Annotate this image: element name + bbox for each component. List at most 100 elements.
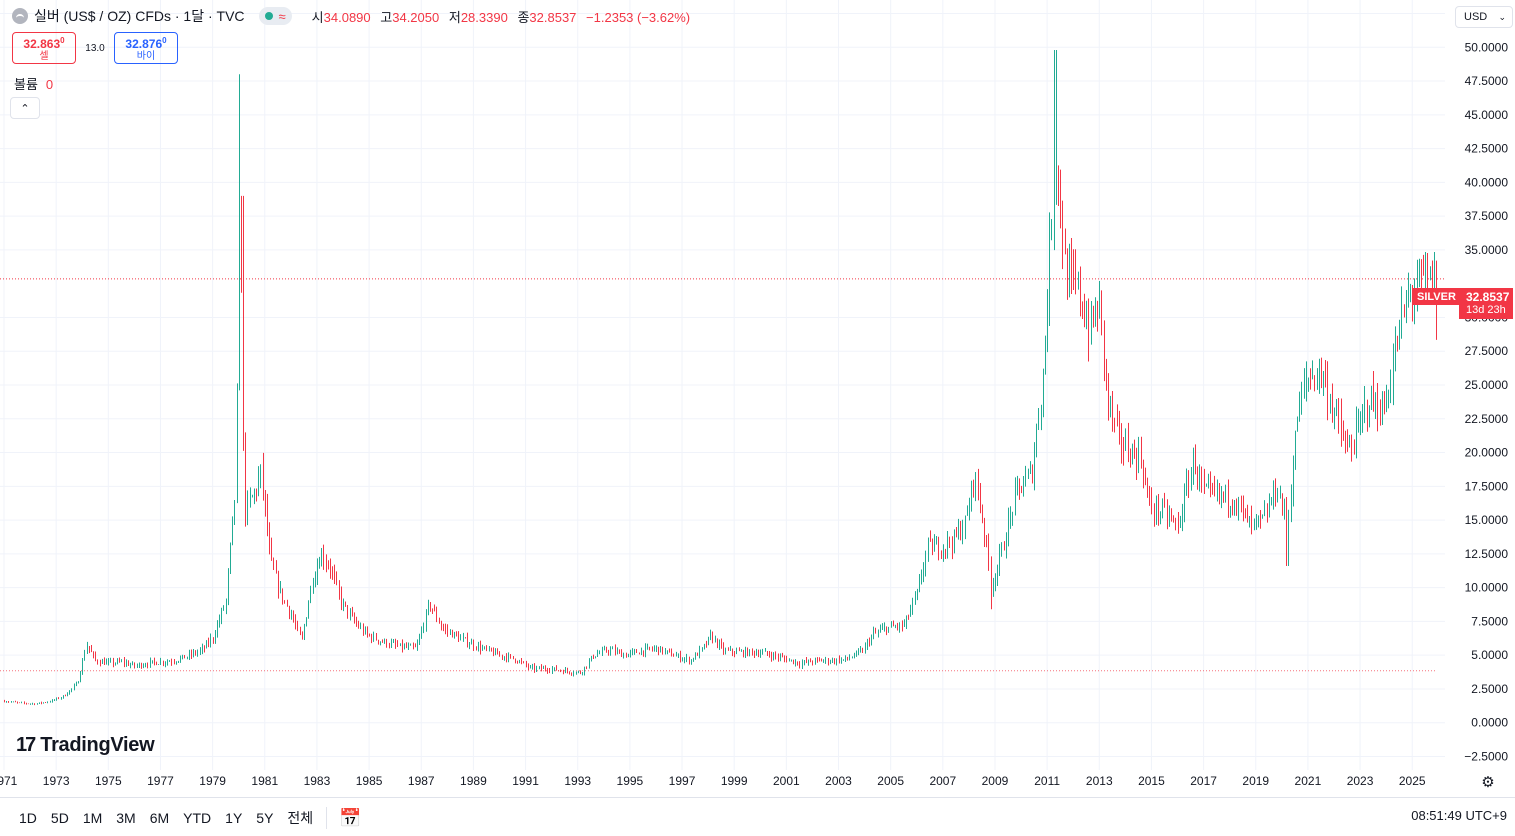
time-tick-label: 1987: [408, 774, 435, 788]
range-6m[interactable]: 6M: [149, 810, 170, 826]
range-1m[interactable]: 1M: [82, 810, 103, 826]
time-tick-label: 1977: [147, 774, 174, 788]
range-1y[interactable]: 1Y: [225, 810, 243, 826]
current-price-value: 32.8537: [1466, 290, 1510, 304]
buy-label: 바이: [136, 50, 156, 62]
price-tick-label: −2.5000: [1464, 749, 1508, 763]
time-tick-label: 2011: [1034, 774, 1060, 788]
sell-button[interactable]: 32.8630 셀: [12, 32, 76, 64]
volume-legend[interactable]: 볼륨 0: [14, 74, 53, 93]
time-tick-label: 1973: [43, 774, 70, 788]
time-tick-label: 2001: [773, 774, 800, 788]
time-tick-label: 1995: [617, 774, 644, 788]
time-tick-label: 1985: [356, 774, 383, 788]
price-tick-label: 10.0000: [1465, 581, 1509, 595]
chevron-down-icon: ⌄: [1498, 11, 1506, 22]
toolbar-divider: [326, 807, 328, 829]
bar-countdown: 13d 23h: [1466, 304, 1506, 316]
sell-label: 셀: [39, 50, 49, 62]
current-price-badge: 32.8537 13d 23h: [1459, 288, 1513, 319]
close-value: 32.8537: [529, 9, 577, 25]
clock[interactable]: 08:51:49 UTC+9: [1411, 808, 1507, 823]
time-tick-label: 2019: [1242, 774, 1269, 788]
time-tick-label: 1999: [721, 774, 748, 788]
time-tick-label: 2023: [1347, 774, 1374, 788]
sell-price: 32.8630: [23, 35, 65, 51]
range-5y[interactable]: 5Y: [256, 810, 274, 826]
chevron-up-icon[interactable]: ⌃: [10, 97, 40, 119]
time-tick-label: 2013: [1086, 774, 1113, 788]
time-tick-label: 2025: [1399, 774, 1426, 788]
date-range-buttons: 1D 5D 1M 3M 6M YTD 1Y 5Y 전체 📅: [12, 807, 362, 829]
candlestick-chart[interactable]: [0, 0, 1445, 770]
high-key: 고: [380, 9, 393, 25]
time-tick-label: 2003: [825, 774, 852, 788]
time-tick-label: 2021: [1295, 774, 1322, 788]
range-ytd[interactable]: YTD: [183, 810, 212, 826]
tradingview-logo-icon: 17: [16, 734, 36, 756]
tradingview-logo-text: TradingView: [40, 734, 155, 756]
range-1d[interactable]: 1D: [19, 810, 37, 826]
low-value: 28.3390: [460, 9, 508, 25]
symbol-title[interactable]: 실버 (US$ / OZ) CFDs · 1달 · TVC: [34, 8, 245, 24]
price-tick-label: 20.0000: [1465, 446, 1509, 460]
price-tick-label: 27.5000: [1465, 344, 1509, 358]
close-key: 종: [517, 9, 530, 25]
price-tick-label: 35.0000: [1465, 243, 1509, 257]
price-tick-label: 45.0000: [1465, 108, 1509, 122]
currency-select[interactable]: USD ⌄: [1455, 6, 1513, 28]
low-key: 저: [448, 9, 461, 25]
price-tick-label: 7.5000: [1471, 614, 1508, 628]
time-tick-label: 1989: [460, 774, 487, 788]
range-3m[interactable]: 3M: [116, 810, 136, 826]
price-tick-label: 12.5000: [1465, 547, 1509, 561]
price-tick-label: 22.5000: [1465, 412, 1509, 426]
price-tick-label: 5.0000: [1471, 648, 1508, 662]
market-status[interactable]: ≈: [258, 7, 292, 25]
time-tick-label: 2009: [982, 774, 1009, 788]
buy-price: 32.8760: [125, 35, 167, 51]
buy-button[interactable]: 32.8760 바이: [114, 32, 178, 64]
change-value: −1.2353 (−3.62%): [586, 9, 691, 25]
time-tick-label: 1975: [95, 774, 122, 788]
time-tick-label: 1993: [564, 774, 591, 788]
gear-icon[interactable]: ⚙: [1481, 774, 1495, 791]
time-axis[interactable]: 1971 1973 1975 1977 1979 1981 1983 1985 1987 1989…: [0, 770, 1445, 796]
range-all[interactable]: 전체: [287, 810, 314, 826]
time-tick-label: 1991: [512, 774, 539, 788]
price-tick-label: 40.0000: [1465, 175, 1509, 189]
time-tick-label: 2015: [1138, 774, 1165, 788]
calendar-range-icon[interactable]: 📅: [339, 807, 362, 828]
price-axis[interactable]: 52.500050.000047.500045.000042.500040.00…: [1445, 0, 1515, 770]
time-tick-label: 2007: [929, 774, 956, 788]
chart-pane[interactable]: [0, 0, 1445, 770]
candles: [4, 49, 1437, 706]
symbol-legend: 실버 (US$ / OZ) CFDs · 1달 · TVC ≈ 시34.0890…: [12, 6, 690, 26]
tradingview-logo[interactable]: 17 TradingView: [16, 734, 155, 757]
price-tick-label: 15.0000: [1465, 513, 1509, 527]
price-tick-label: 25.0000: [1465, 378, 1509, 392]
time-axis-labels: 1971 1973 1975 1977 1979 1981 1983 1985 1987 1989…: [0, 774, 1426, 788]
price-tick-label: 50.0000: [1465, 40, 1509, 54]
time-tick-label: 1997: [669, 774, 696, 788]
high-value: 34.2050: [392, 9, 440, 25]
ohlc-values: 시34.0890 고34.2050 저28.3390 종32.8537 −1.2…: [306, 7, 690, 26]
range-5d[interactable]: 5D: [50, 810, 69, 826]
price-tick-label: 37.5000: [1465, 209, 1509, 223]
price-tick-label: 17.5000: [1465, 479, 1509, 493]
volume-label: 볼륨: [14, 77, 38, 92]
time-tick-label: 2005: [877, 774, 904, 788]
price-axis-labels: 52.500050.000047.500045.000042.500040.00…: [1464, 7, 1509, 764]
trade-buttons: 32.8630 셀 13.0 32.8760 바이: [12, 32, 178, 64]
time-tick-label: 2017: [1190, 774, 1217, 788]
price-tick-label: 42.5000: [1465, 142, 1509, 156]
price-tick-label: 0.0000: [1471, 716, 1508, 730]
price-tick-label: 2.5000: [1471, 682, 1508, 696]
currency-label: USD: [1464, 11, 1488, 23]
volume-value: 0: [45, 77, 54, 92]
approx-icon: ≈: [278, 8, 286, 24]
time-tick-label: 1983: [304, 774, 331, 788]
time-tick-label: 1979: [199, 774, 226, 788]
open-key: 시: [311, 9, 324, 25]
time-tick-label: 1981: [251, 774, 278, 788]
